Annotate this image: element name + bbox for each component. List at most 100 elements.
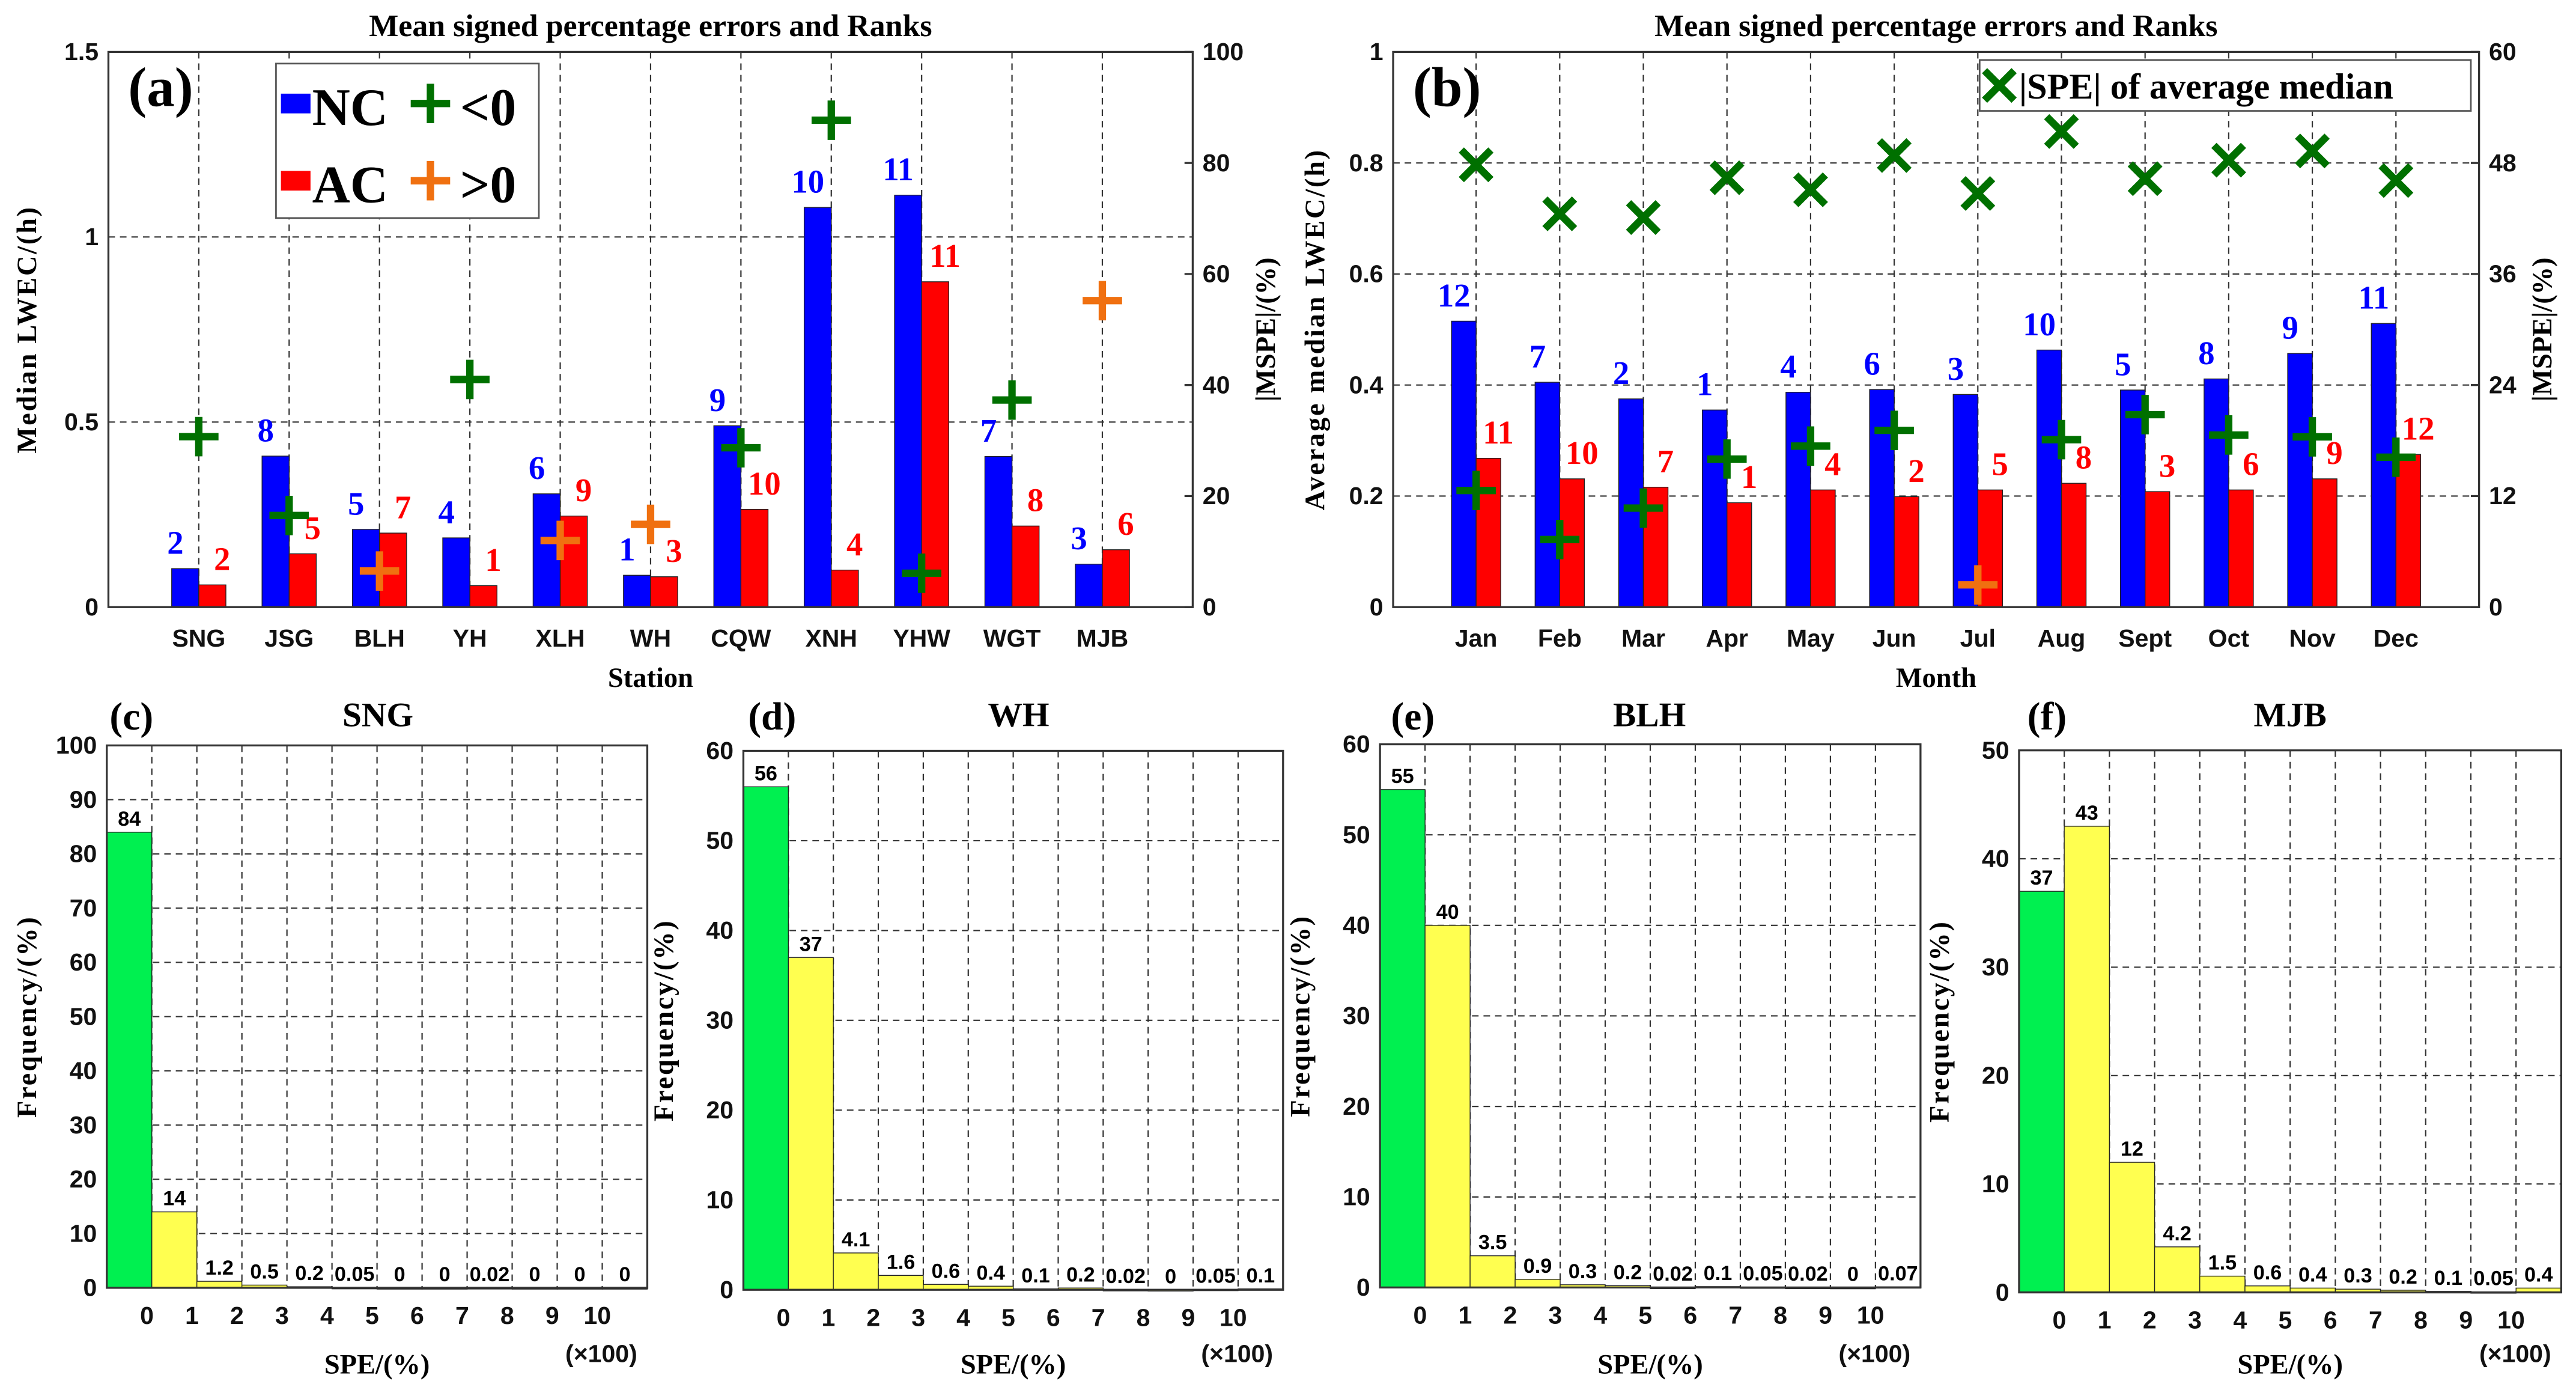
rank-label-ac: 12 (2402, 410, 2435, 447)
x-tick-label: 8 (1137, 1303, 1150, 1331)
y-tick-label: 30 (706, 1007, 734, 1034)
legend-plus-positive-icon (410, 160, 451, 201)
y-axis-label: Frequency/(%) (1286, 915, 1316, 1117)
rank-label-ac: 3 (666, 532, 682, 569)
spe-x-marker (2127, 161, 2163, 197)
panel-label: (e) (1391, 695, 1435, 739)
bar-nc-sept (2119, 389, 2146, 608)
mspe-plus-marker (1874, 410, 1914, 450)
rank-label-nc: 3 (1948, 350, 1964, 387)
bar-ac-apr (1727, 502, 1752, 608)
x-tick-label: 6 (410, 1302, 424, 1329)
x-tick-label: 8 (2414, 1306, 2428, 1334)
y-tick-label: 20 (70, 1165, 97, 1193)
rank-label-nc: 1 (619, 531, 635, 568)
x-tick-label: 7 (1728, 1302, 1742, 1329)
rank-label-ac: 11 (929, 237, 961, 274)
bar-value-label: 0.5 (250, 1260, 278, 1283)
y-tick-label: 0 (1356, 1273, 1370, 1301)
bar-nc-may (1785, 392, 1811, 608)
histogram-bar-0 (2019, 891, 2065, 1293)
x-tick-label: CQW (711, 624, 771, 652)
rank-label-nc: 10 (791, 163, 824, 200)
x-tick-label: WH (630, 624, 671, 652)
plot-frame (106, 744, 649, 1289)
y-tick-label: 80 (70, 840, 97, 868)
bar-nc-sng (171, 568, 199, 608)
histogram-bar-1 (1424, 925, 1471, 1288)
x-tick-label: 2 (2143, 1306, 2157, 1334)
x-tick-label: Aug (2038, 624, 2086, 652)
y2-tick-label: 40 (1203, 371, 1230, 398)
rank-label-ac: 1 (485, 541, 501, 578)
bar-ac-aug (2061, 483, 2087, 608)
bar-ac-mjb (1102, 549, 1130, 608)
chart-title: WH (988, 696, 1049, 734)
histogram-bar-3 (1514, 1279, 1561, 1288)
plot-frame (107, 50, 1194, 608)
spe-x-marker (1626, 200, 1661, 235)
y2-tick-label: 60 (2489, 38, 2517, 66)
bar-value-label: 0.2 (1614, 1261, 1642, 1284)
spe-x-marker (1793, 172, 1828, 207)
bar-ac-sept (2145, 491, 2170, 608)
bar-value-label: 0.1 (2434, 1267, 2462, 1290)
y-tick-label: 1 (1370, 38, 1384, 66)
histogram-bar-0 (1379, 789, 1426, 1288)
bar-ac-xnh (831, 569, 859, 608)
bar-nc-mjb (1075, 564, 1103, 608)
bar-value-label: 0 (574, 1263, 586, 1286)
panel-label: (d) (748, 695, 796, 739)
histogram-bar-2 (2109, 1162, 2155, 1293)
histogram-bar-1 (2064, 826, 2110, 1293)
x-unit-label: (×100) (1838, 1340, 1910, 1368)
x-tick-label: Feb (1538, 624, 1582, 652)
x-tick-label: JSG (264, 624, 314, 652)
x-tick-label: 6 (2324, 1306, 2338, 1334)
bar-nc-feb (1534, 382, 1561, 608)
x-tick-label: 3 (2188, 1306, 2202, 1334)
bar-value-label: 0.9 (1523, 1255, 1552, 1278)
mspe-plus-marker (359, 551, 399, 591)
bar-nc-yhw (894, 195, 922, 608)
bar-nc-xnh (803, 207, 832, 608)
bar-value-label: 84 (118, 808, 141, 831)
x-tick-label: 1 (185, 1302, 199, 1329)
mspe-plus-marker (992, 380, 1032, 420)
rank-label-nc: 9 (709, 382, 726, 418)
rank-label-ac: 5 (1992, 446, 2008, 483)
rank-label-ac: 7 (1657, 443, 1674, 480)
x-tick-label: 9 (1181, 1303, 1195, 1331)
mspe-plus-marker (631, 504, 670, 544)
spe-x-marker (2295, 133, 2330, 169)
bar-value-label: 0 (1847, 1263, 1859, 1285)
bar-value-label: 0.3 (2344, 1264, 2372, 1287)
x-tick-label: WGT (983, 624, 1041, 652)
rank-label-nc: 12 (1438, 277, 1471, 314)
x-axis-label: SPE/(%) (1597, 1350, 1703, 1380)
legend-swatch-ac (281, 171, 311, 191)
x-tick-label: 1 (2098, 1306, 2112, 1334)
mspe-plus-marker (1083, 281, 1122, 321)
rank-label-nc: 8 (2198, 335, 2214, 371)
mspe-plus-marker (902, 553, 941, 593)
rank-label-ac: 10 (748, 465, 781, 502)
chart-title: BLH (1613, 696, 1686, 734)
x-unit-label: (×100) (1201, 1340, 1273, 1368)
x-tick-label: Sept (2118, 624, 2172, 652)
y-tick-label: 20 (1343, 1093, 1370, 1120)
bar-ac-wgt (1011, 525, 1040, 608)
x-tick-label: 0 (777, 1303, 791, 1331)
x-tick-label: 5 (365, 1302, 379, 1329)
rank-label-nc: 8 (258, 412, 274, 448)
x-axis-label: SPE/(%) (324, 1350, 430, 1380)
y-tick-label: 50 (706, 827, 734, 855)
x-tick-label: 7 (2369, 1306, 2383, 1334)
spe-x-marker (1960, 176, 1996, 211)
x-tick-label: Jun (1873, 624, 1916, 652)
legend: |SPE| of average median (1978, 59, 2472, 112)
bar-ac-jsg (288, 553, 317, 608)
